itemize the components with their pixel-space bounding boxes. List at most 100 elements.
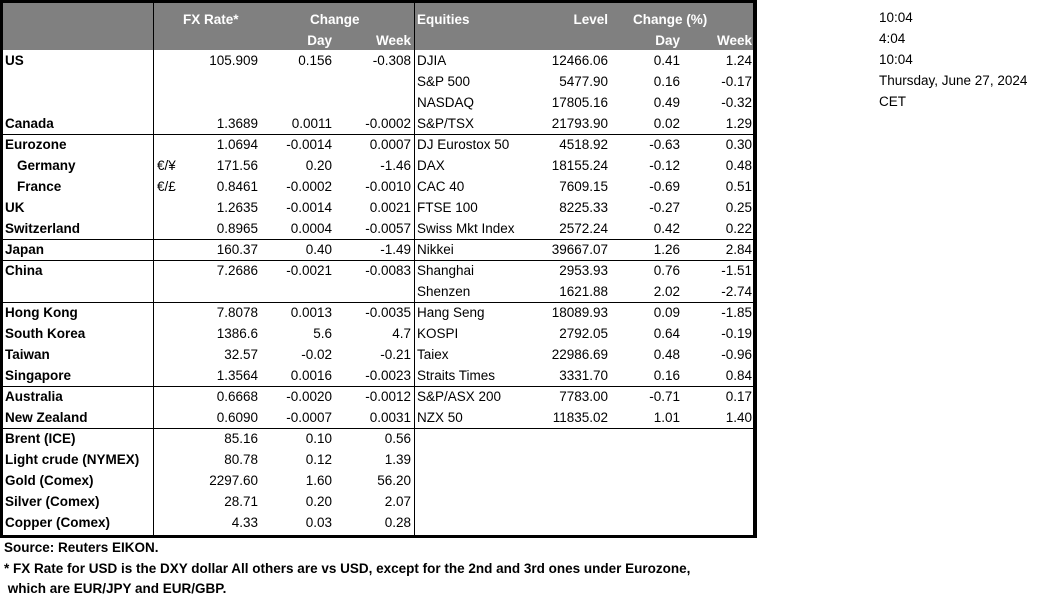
row-label: US [5,53,24,68]
equity-change-day: 0.64 [653,326,680,341]
equity-level: 2953.93 [559,263,608,278]
table-row: UK 1.2635 -0.0014 0.0021 FTSE 100 8225.33 -0.2… [3,197,753,218]
equity-name: DJIA [417,53,447,68]
timezone-label: CET [879,94,906,109]
table-row: NASDAQ 17805.16 0.49 -0.32 [3,92,753,113]
equity-change-day: -0.63 [649,137,680,152]
table-row: Brent (ICE) 85.16 0.10 0.56 [3,428,753,449]
equity-level: 18089.93 [551,305,608,320]
equity-level: 7609.15 [559,179,608,194]
fx-change-day: 0.0011 [291,116,332,131]
fx-rate: 171.56 [216,158,258,173]
equity-change-day: 0.02 [653,116,680,131]
equity-change-week: 0.51 [725,179,752,194]
fx-change-day: 0.0016 [290,368,332,383]
fx-rate: 1386.6 [216,326,258,341]
equity-name: KOSPI [417,326,459,341]
row-label: Singapore [5,368,72,383]
table-row: Japan 160.37 0.40 -1.49 Nikkei 39667.07 1.26 2.… [3,239,753,260]
group-divider [3,386,753,387]
fx-rate: 32.57 [224,347,258,362]
fx-change-week: -0.0002 [365,116,411,131]
equity-change-week: 0.84 [725,368,752,383]
equity-name: FTSE 100 [417,200,478,215]
equity-change-day: -0.71 [649,389,680,404]
equity-name: Nikkei [417,242,454,257]
fx-change-week: -1.49 [380,242,411,257]
fx-rate: 105.909 [209,53,258,68]
header-change-pct: Change (%) [633,12,708,27]
fx-change-week: 0.56 [384,431,411,446]
row-label: Canada [5,116,54,131]
row-label: Silver (Comex) [5,494,100,509]
group-divider [3,428,753,429]
fx-rate: 160.37 [216,242,258,257]
equity-level: 2792.05 [559,326,608,341]
equity-name: DJ Eurostox 50 [417,137,510,152]
equity-change-week: 2.84 [725,242,752,257]
fx-change-day: -0.0014 [286,200,332,215]
equity-change-day: 0.42 [653,221,680,236]
equity-level: 2572.24 [559,221,608,236]
fx-change-week: -1.46 [380,158,411,173]
table-row: Singapore 1.3564 0.0016 -0.0023 Straits Time… [3,365,753,386]
source-note: Source: Reuters EIKON. [4,540,159,555]
table-row: South Korea 1386.6 5.6 4.7 KOSPI 2792.05 0.64 -… [3,323,753,344]
table-row: Australia 0.6668 -0.0020 -0.0012 S&P/ASX 200… [3,386,753,407]
table-row: Gold (Comex) 2297.60 1.60 56.20 [3,470,753,491]
row-label: New Zealand [5,410,88,425]
equity-name: NASDAQ [417,95,475,110]
time-label: 10:04 [879,52,913,67]
column-divider [153,3,154,535]
equity-change-week: 1.40 [725,410,752,425]
row-label: Taiwan [5,347,50,362]
equity-change-week: -0.17 [721,74,752,89]
time-label: 4:04 [879,31,906,46]
fx-rate: 1.3689 [216,116,258,131]
equity-change-week: 0.48 [725,158,752,173]
fx-change-week: -0.0012 [365,389,411,404]
fx-rate: 1.0694 [216,137,258,152]
equity-name: Shenzen [417,284,471,299]
fx-rate: 4.33 [231,515,258,530]
footnote-line-1: * FX Rate for USD is the DXY dollar All … [4,561,691,576]
table-row: Silver (Comex) 28.71 0.20 2.07 [3,491,753,512]
table-row: France €/£ 0.8461 -0.0002 -0.0010 CAC 40 7609.… [3,176,753,197]
equity-name: CAC 40 [417,179,465,194]
equity-change-week: -0.19 [721,326,752,341]
equity-name: Swiss Mkt Index [417,221,515,236]
fx-change-week: 0.28 [384,515,411,530]
fx-change-week: 1.39 [384,452,411,467]
row-label: Japan [5,242,45,257]
fx-change-day: 0.40 [305,242,332,257]
header-level: Level [573,12,608,27]
row-pair: €/¥ [157,158,176,173]
fx-change-day: 0.20 [305,158,332,173]
fx-change-week: 2.07 [384,494,411,509]
fx-change-day: 1.60 [305,473,332,488]
table-row: US 105.909 0.156 -0.308 DJIA 12466.06 0.41 1.24 [3,50,753,71]
table-row: Copper (Comex) 4.33 0.03 0.28 [3,512,753,533]
equity-change-week: 0.17 [725,389,752,404]
equity-level: 3331.70 [559,368,608,383]
fx-change-day: -0.02 [301,347,332,362]
group-divider [3,239,753,240]
equity-change-day: 1.26 [653,242,680,257]
row-label: Australia [5,389,63,404]
row-label: France [17,179,62,194]
equity-level: 18155.24 [551,158,608,173]
equity-name: DAX [417,158,445,173]
group-divider [3,260,753,261]
equity-level: 22986.69 [551,347,608,362]
fx-change-week: -0.0083 [365,263,411,278]
fx-change-week: -0.0010 [365,179,411,194]
table-row: Hong Kong 7.8078 0.0013 -0.0035 Hang Seng 180… [3,302,753,323]
fx-change-day: -0.0007 [286,410,332,425]
fx-rate: 0.8965 [216,221,258,236]
equity-change-day: 0.49 [653,95,680,110]
fx-change-day: -0.0021 [286,263,332,278]
equity-name: Straits Times [417,368,496,383]
row-label: Eurozone [5,137,67,152]
fx-change-week: 0.0031 [369,410,411,425]
equity-change-day: -0.27 [649,200,680,215]
